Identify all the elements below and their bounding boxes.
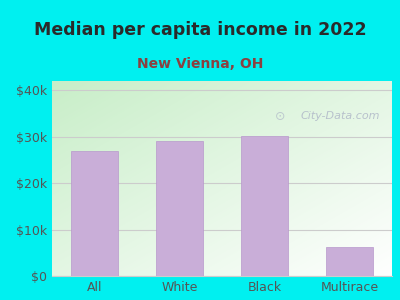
- Bar: [326, 247, 373, 276]
- Bar: [71, 151, 118, 276]
- Text: New Vienna, OH: New Vienna, OH: [137, 57, 263, 71]
- Text: Median per capita income in 2022: Median per capita income in 2022: [34, 21, 366, 39]
- Bar: [156, 141, 203, 276]
- Text: City-Data.com: City-Data.com: [300, 111, 380, 121]
- Text: ⊙: ⊙: [274, 110, 285, 123]
- Bar: [241, 136, 288, 276]
